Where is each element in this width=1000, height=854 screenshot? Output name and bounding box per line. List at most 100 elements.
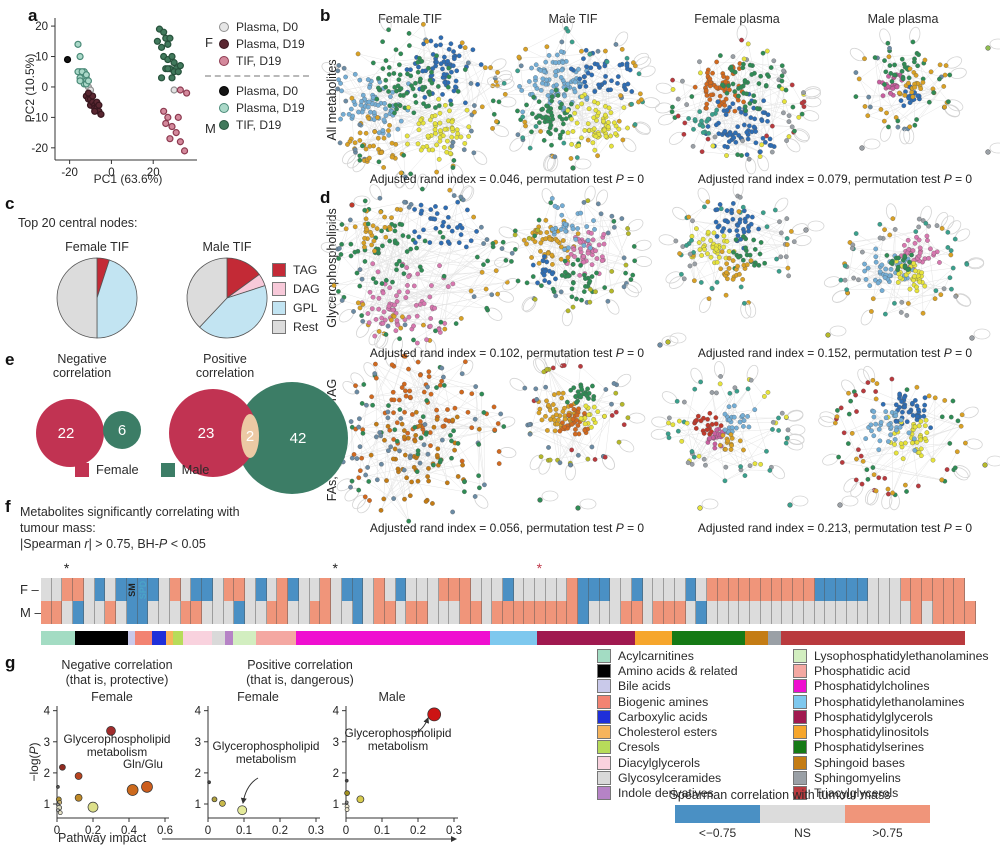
- metabolite-class-bar: [41, 631, 965, 645]
- spearman-bin-label: <−0.75: [698, 826, 737, 840]
- network: [321, 14, 517, 190]
- pie-legend-item: DAG: [272, 279, 320, 298]
- class-legend-item: Sphingomyelins: [793, 770, 989, 786]
- class-bar-Acylcarnitines: [41, 631, 75, 645]
- significance-asterisk: *: [332, 560, 338, 576]
- network: [650, 361, 809, 511]
- net-col-title-female-tif: Female TIF: [378, 12, 442, 26]
- g2-subtitle: Female: [237, 690, 279, 704]
- heatmap-heading: Metabolites significantly correlating wi…: [20, 505, 240, 551]
- panel-b-label: b: [320, 6, 331, 25]
- class-legend-left: Acylcarnitines Amino acids & related Bile …: [597, 648, 738, 801]
- class-bar-Indole derivatives: [225, 631, 233, 645]
- network: [509, 350, 646, 511]
- g1-subtitle: Female: [91, 690, 133, 704]
- class-legend-item: Glycosylceramides: [597, 770, 738, 786]
- venn-legend-item: Male: [160, 462, 209, 477]
- svg-text:10: 10: [35, 52, 48, 64]
- pca-legend-item: TIF, D19: [219, 116, 305, 133]
- caption-d2-tif: Adjusted rand index = 0.056, permutation…: [369, 521, 645, 535]
- network: [487, 15, 660, 172]
- net-col-title-male-plasma: Male plasma: [867, 12, 939, 26]
- svg-text:20: 20: [147, 167, 160, 179]
- g-xlabel: Pathway impact: [58, 831, 147, 845]
- class-legend-item: Bile acids: [597, 679, 738, 694]
- panel-e-label: e: [5, 350, 15, 369]
- panel-g-label: g: [5, 653, 16, 672]
- svg-text:0: 0: [108, 167, 114, 179]
- class-legend-item: Triacylglycerols: [793, 786, 989, 801]
- heatmap-row-M: [41, 601, 976, 624]
- g-neg-title: Negative correlation (that is, protective…: [61, 658, 173, 687]
- correlation-networks: [320, 14, 1000, 524]
- spearman-bin-label: >0.75: [872, 826, 903, 840]
- class-legend-right: Lysophosphatidylethanolamines Phosphatidi…: [793, 648, 989, 801]
- pca-legend-item: Plasma, D19: [219, 99, 305, 116]
- network: [323, 346, 559, 524]
- class-bar-Carboxylic acids: [152, 631, 166, 645]
- pie-legend-item: TAG: [272, 260, 320, 279]
- heatmap-cell-annotation: SM: [127, 583, 138, 597]
- panel-a-label: a: [28, 6, 38, 25]
- class-legend-item: Phosphatidylserines: [793, 740, 989, 755]
- class-legend-item: Carboxylic acids: [597, 709, 738, 724]
- pie-legend-item: Rest: [272, 317, 320, 336]
- heatmap: * * * F – M – SM SPD: [0, 560, 1000, 650]
- class-bar-Phosphatidylcholines: [296, 631, 490, 645]
- class-legend-item: Phosphatidylcholines: [793, 679, 989, 694]
- pie-slice-Rest: [56, 257, 98, 339]
- pca-plot: 20 10 0 -10 -20 -20 0 20: [31, 18, 197, 179]
- svg-text:20: 20: [35, 21, 48, 33]
- caption-d2-plasma: Adjusted rand index = 0.213, permutation…: [697, 521, 973, 535]
- class-legend-item: Lysophosphatidylethanolamines: [793, 648, 989, 663]
- g3-subtitle: Male: [378, 690, 406, 704]
- class-bar-Cholesterol esters: [166, 631, 173, 645]
- class-legend-item: Phosphatidylinositols: [793, 724, 989, 740]
- pca-legend-item: Plasma, D0: [219, 18, 305, 35]
- pie-legend-item: GPL: [272, 298, 320, 317]
- venn-diagrams: 22 6 23 2 42: [36, 382, 348, 494]
- caption-d1-plasma: Adjusted rand index = 0.152, permutation…: [697, 346, 973, 360]
- network: [849, 26, 1000, 155]
- class-bar-Triacylglycerols: [781, 631, 965, 645]
- network: [818, 365, 1000, 511]
- pca-legend-divider: [205, 75, 309, 77]
- class-bar-Cresols: [173, 631, 183, 645]
- class-bar-Biogenic amines: [135, 631, 152, 645]
- network: [823, 203, 991, 341]
- pca-ylabel: PC2 (10.5%): [23, 53, 37, 123]
- venn-legend-item: Female: [75, 462, 139, 477]
- network: [655, 24, 822, 175]
- pie-title-female-tif: Female TIF: [65, 240, 129, 254]
- pie-slice-GPL: [199, 285, 268, 339]
- caption-b-plasma: Adjusted rand index = 0.079, permutation…: [697, 172, 973, 186]
- class-legend-item: Phosphatidylglycerols: [793, 709, 989, 724]
- panel-f-label: f: [5, 497, 11, 516]
- spearman-bin: [845, 805, 930, 823]
- pie-slice-Rest: [186, 257, 228, 328]
- pca-legend-item: Plasma, D19: [219, 35, 305, 52]
- caption-b-tif: Adjusted rand index = 0.046, permutation…: [369, 172, 645, 186]
- panel-c-label: c: [5, 194, 15, 213]
- net-col-title-female-plasma: Female plasma: [694, 12, 780, 26]
- class-bar-Amino acids & related: [75, 631, 128, 645]
- spearman-legend-bins: <−0.75 NS >0.75: [675, 805, 930, 840]
- class-bar-Phosphatidylglycerols: [537, 631, 635, 645]
- class-bar-Phosphatidylinositols: [635, 631, 672, 645]
- venn-neg-title: Negative correlation: [52, 352, 112, 380]
- svg-text:0: 0: [42, 82, 48, 94]
- svg-text:-20: -20: [61, 167, 78, 179]
- pie-slice-GPL: [96, 259, 138, 339]
- venn-legend: Female Male: [75, 462, 209, 477]
- pca-legend-f: F: [205, 35, 213, 50]
- network: [658, 180, 825, 345]
- class-bar-Bile acids: [128, 631, 135, 645]
- class-bar-Phosphatidylserines: [672, 631, 745, 645]
- class-bar-Sphingoid bases: [745, 631, 768, 645]
- class-legend-item: Sphingoid bases: [793, 755, 989, 770]
- pca-xlabel: PC1 (63.6%): [93, 172, 163, 186]
- heatmap-row-label-M: M –: [20, 605, 42, 620]
- heatmap-row-label-F: F –: [20, 582, 39, 597]
